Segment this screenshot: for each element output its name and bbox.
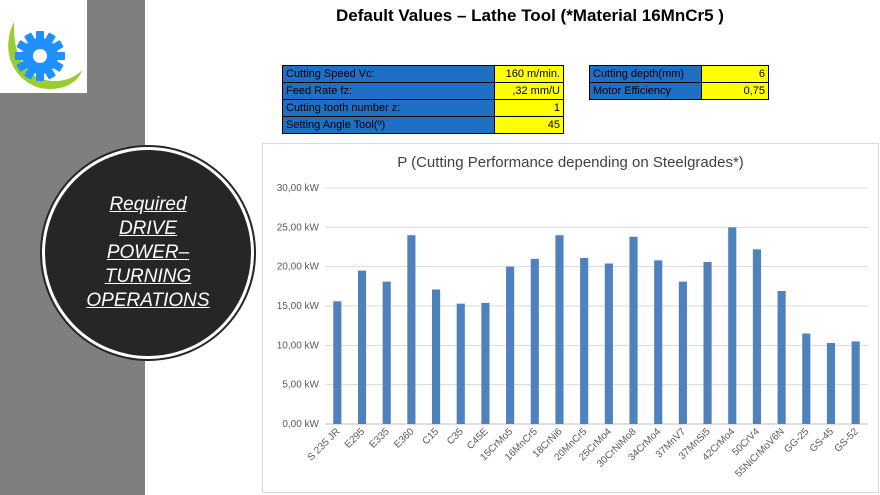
x-tick-label: E335	[368, 426, 393, 451]
badge-line: Required	[109, 194, 187, 215]
param-row: Cutting Speed Vc: 160 m/min.	[282, 65, 564, 83]
x-tick-label: GS-52	[833, 426, 862, 455]
param-row: Setting Angle Tool(º) 45	[282, 116, 564, 134]
bar	[703, 261, 712, 424]
param-label: Cutting Speed Vc:	[282, 65, 495, 83]
badge-line: DRIVE	[118, 218, 178, 239]
param-label: Cutting depth(mm)	[589, 65, 702, 83]
param-label: Motor Efficiency	[589, 82, 702, 100]
bar	[580, 258, 589, 424]
bar	[382, 281, 391, 424]
bar	[456, 303, 465, 424]
bar	[431, 289, 441, 424]
param-label: Feed Rate fz:	[282, 82, 495, 100]
param-row: Cutting tooth number z: 1	[282, 99, 564, 117]
param-value: 160 m/min.	[494, 65, 564, 83]
bar	[826, 342, 836, 424]
bar	[777, 291, 786, 424]
y-tick-label: 20,00 kW	[277, 262, 320, 273]
param-value: ,32 mm/U	[494, 82, 564, 100]
bar	[629, 236, 638, 424]
y-tick-label: 5,00 kW	[282, 380, 319, 391]
bar	[802, 333, 811, 424]
bar	[604, 263, 613, 424]
badge-line: POWER–	[106, 242, 190, 263]
chart-title: P (Cutting Performance depending on Stee…	[397, 154, 744, 171]
bar	[728, 227, 737, 424]
param-row: Cutting depth(mm) 6	[589, 65, 769, 83]
page-title: Default Values – Lathe Tool (*Material 1…	[336, 6, 724, 25]
x-tick-label: C35	[445, 426, 466, 447]
y-tick-label: 10,00 kW	[277, 340, 320, 351]
param-value: 0,75	[701, 82, 769, 100]
chart-area: P (Cutting Performance depending on Stee…	[262, 143, 879, 493]
badge-line: OPERATIONS	[86, 290, 210, 311]
bar	[678, 281, 687, 424]
bar	[481, 302, 490, 424]
section-badge-text: Required DRIVE POWER– TURNING OPERATIONS	[73, 193, 223, 313]
x-tick-label: E360	[392, 426, 417, 451]
param-value: 45	[494, 116, 564, 134]
param-value: 1	[494, 99, 564, 117]
badge-line: TURNING	[104, 266, 192, 287]
bar	[506, 266, 515, 424]
x-tick-label: GG-25	[782, 426, 811, 455]
bar	[654, 260, 663, 424]
x-tick-label: E295	[343, 426, 368, 451]
bar-chart: 0,00 kW 5,00 kW 10,00 kW 15,00 kW 20,00 kW 25…	[277, 183, 868, 480]
x-tick-label: C15	[420, 426, 441, 447]
y-tick-label: 0,00 kW	[282, 419, 319, 430]
param-row: Feed Rate fz: ,32 mm/U	[282, 82, 564, 100]
param-value: 6	[701, 65, 769, 83]
x-tick-label: GS-45	[808, 426, 837, 455]
section-badge-circle: Required DRIVE POWER– TURNING OPERATIONS	[42, 147, 254, 359]
bar	[555, 235, 564, 424]
bar	[407, 235, 416, 424]
params-table-right: Cutting depth(mm) 6 Motor Efficiency 0,7…	[589, 65, 769, 100]
y-tick-label: 25,00 kW	[277, 222, 320, 233]
params-table-left: Cutting Speed Vc: 160 m/min. Feed Rate f…	[282, 65, 564, 134]
bar	[752, 249, 762, 424]
x-tick-label: S 235 JR	[306, 426, 343, 463]
bar	[530, 258, 539, 424]
y-tick-label: 30,00 kW	[277, 183, 320, 194]
param-label: Cutting tooth number z:	[282, 99, 495, 117]
bar	[333, 301, 342, 424]
param-label: Setting Angle Tool(º)	[282, 116, 495, 134]
bar	[851, 341, 860, 424]
param-row: Motor Efficiency 0,75	[589, 82, 769, 100]
company-logo	[0, 0, 87, 93]
bar	[357, 270, 367, 424]
gear-logo-icon	[8, 22, 83, 90]
y-tick-label: 15,00 kW	[277, 301, 320, 312]
